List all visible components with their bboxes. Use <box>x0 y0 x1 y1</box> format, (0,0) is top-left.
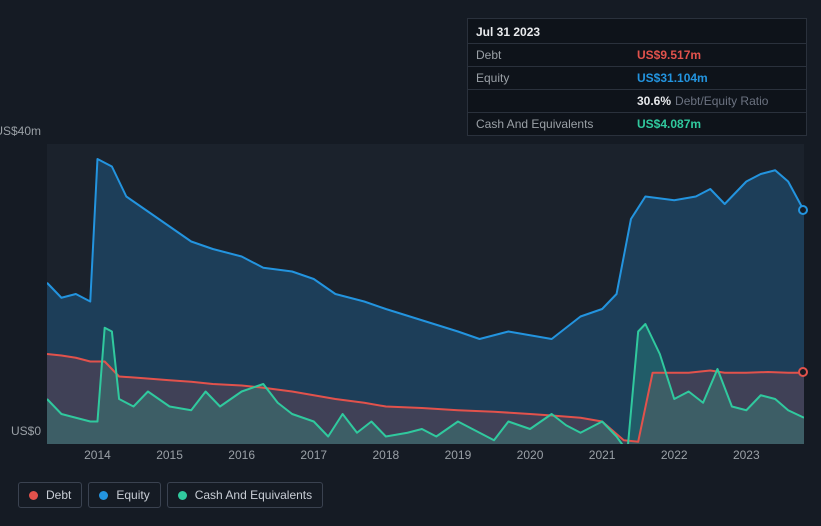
x-tick-label: 2019 <box>445 448 472 462</box>
tooltip-value: US$9.517m <box>637 48 798 62</box>
x-tick-label: 2016 <box>228 448 255 462</box>
x-tick-label: 2020 <box>517 448 544 462</box>
legend-label: Equity <box>116 488 149 502</box>
tooltip-row-equity: Equity US$31.104m <box>468 66 806 89</box>
circle-icon <box>29 491 38 500</box>
x-tick-label: 2018 <box>372 448 399 462</box>
tooltip-panel: Jul 31 2023 Debt US$9.517m Equity US$31.… <box>467 18 807 136</box>
legend-item-debt[interactable]: Debt <box>18 482 82 508</box>
x-tick-label: 2023 <box>733 448 760 462</box>
tooltip-label: Cash And Equivalents <box>476 117 637 131</box>
x-axis-ticks: 2014 2015 2016 2017 2018 2019 2020 2021 2022 2023 <box>47 448 804 466</box>
tooltip-label <box>476 94 637 108</box>
series-end-marker <box>798 367 808 377</box>
x-tick-label: 2015 <box>156 448 183 462</box>
x-tick-label: 2022 <box>661 448 688 462</box>
legend-label: Cash And Equivalents <box>195 488 312 502</box>
circle-icon <box>178 491 187 500</box>
x-tick-label: 2021 <box>589 448 616 462</box>
chart-plot-area[interactable] <box>47 144 804 444</box>
tooltip-value: US$31.104m <box>637 71 798 85</box>
tooltip-row-ratio: 30.6%Debt/Equity Ratio <box>468 89 806 112</box>
tooltip-value: 30.6%Debt/Equity Ratio <box>637 94 798 108</box>
x-tick-label: 2017 <box>300 448 327 462</box>
tooltip-label: Equity <box>476 71 637 85</box>
x-tick-label: 2014 <box>84 448 111 462</box>
tooltip-date: Jul 31 2023 <box>468 19 806 43</box>
legend-label: Debt <box>46 488 71 502</box>
legend-item-cash[interactable]: Cash And Equivalents <box>167 482 323 508</box>
tooltip-value: US$4.087m <box>637 117 798 131</box>
y-axis-label-top: US$40m <box>0 124 41 138</box>
legend: Debt Equity Cash And Equivalents <box>18 482 323 508</box>
series-end-marker <box>798 205 808 215</box>
y-axis-label-bottom: US$0 <box>0 424 41 438</box>
tooltip-row-debt: Debt US$9.517m <box>468 43 806 66</box>
chart-svg <box>47 144 804 444</box>
tooltip-label: Debt <box>476 48 637 62</box>
tooltip-row-cash: Cash And Equivalents US$4.087m <box>468 112 806 135</box>
circle-icon <box>99 491 108 500</box>
legend-item-equity[interactable]: Equity <box>88 482 160 508</box>
